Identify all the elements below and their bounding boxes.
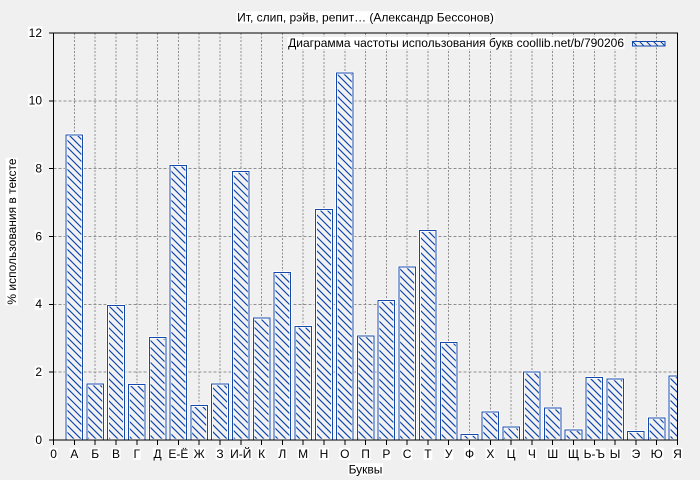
svg-text:Е-Ё: Е-Ё	[168, 447, 188, 461]
svg-text:Ф: Ф	[465, 447, 474, 461]
svg-text:Ж: Ж	[194, 447, 205, 461]
svg-text:2: 2	[35, 365, 42, 379]
svg-text:Ц: Ц	[507, 447, 516, 461]
svg-text:Ч: Ч	[528, 447, 536, 461]
svg-text:Ь-Ъ: Ь-Ъ	[584, 447, 605, 461]
svg-text:Щ: Щ	[568, 447, 579, 461]
svg-text:Б: Б	[91, 447, 99, 461]
svg-text:Р: Р	[382, 447, 390, 461]
svg-text:П: П	[361, 447, 370, 461]
svg-text:Я: Я	[673, 447, 682, 461]
svg-text:Г: Г	[134, 447, 141, 461]
svg-text:Ю: Ю	[651, 447, 663, 461]
svg-text:Ы: Ы	[610, 447, 621, 461]
svg-text:А: А	[70, 447, 78, 461]
svg-text:Т: Т	[424, 447, 432, 461]
svg-text:К: К	[258, 447, 265, 461]
svg-text:О: О	[340, 447, 349, 461]
svg-text:И-Й: И-Й	[230, 446, 251, 461]
svg-text:В: В	[112, 447, 120, 461]
svg-text:Л: Л	[278, 447, 286, 461]
svg-text:М: М	[298, 447, 308, 461]
svg-text:Буквы: Буквы	[349, 463, 383, 477]
svg-text:З: З	[216, 447, 223, 461]
svg-text:Н: Н	[320, 447, 329, 461]
svg-text:Ит, слип, рэйв, репит… (Алекса: Ит, слип, рэйв, репит… (Александр Бессон…	[237, 11, 494, 25]
svg-text:Э: Э	[632, 447, 641, 461]
svg-text:Ш: Ш	[547, 447, 558, 461]
svg-text:% использования в тексте: % использования в тексте	[5, 158, 19, 304]
svg-text:4: 4	[35, 297, 42, 311]
svg-text:0: 0	[50, 447, 57, 461]
svg-text:10: 10	[29, 94, 43, 108]
svg-text:6: 6	[35, 229, 42, 243]
svg-text:У: У	[445, 447, 453, 461]
svg-text:Д: Д	[154, 447, 162, 461]
svg-text:8: 8	[35, 161, 42, 175]
svg-text:Диаграмма частоты использовани: Диаграмма частоты использования букв coo…	[288, 36, 624, 50]
svg-text:С: С	[403, 447, 412, 461]
svg-text:0: 0	[35, 433, 42, 447]
svg-text:Х: Х	[486, 447, 494, 461]
svg-text:12: 12	[29, 26, 43, 40]
